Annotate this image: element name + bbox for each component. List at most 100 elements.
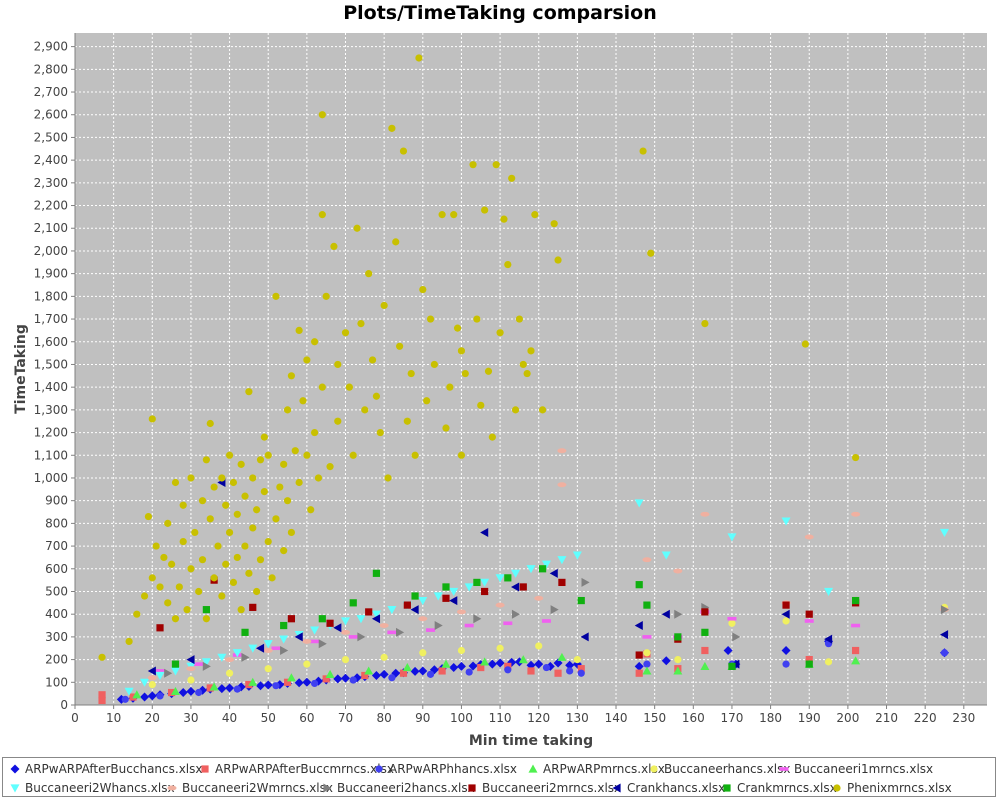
data-point — [411, 592, 419, 600]
data-point — [248, 677, 258, 686]
data-point — [477, 401, 485, 409]
data-point — [341, 629, 351, 635]
data-point — [407, 369, 415, 378]
y-axis-ticks: 0 100 200 300 400 500 600 700 800 900 1,000 1,100 1,… — [34, 40, 75, 712]
data-point — [519, 360, 527, 369]
y-tick-label: 2,400 — [34, 153, 68, 167]
data-point — [364, 666, 374, 675]
data-point — [410, 666, 420, 676]
data-point — [554, 669, 562, 677]
data-point — [674, 633, 682, 641]
data-point — [186, 686, 196, 696]
data-point — [318, 211, 326, 219]
x-tick-label: 30 — [183, 711, 198, 725]
data-point — [538, 565, 547, 573]
data-point — [376, 428, 384, 437]
data-point — [852, 646, 860, 655]
data-point — [939, 528, 949, 537]
data-point — [581, 577, 590, 587]
y-tick-label: 700 — [45, 539, 68, 553]
data-point — [280, 460, 288, 468]
data-point — [700, 511, 710, 517]
data-point — [295, 478, 303, 487]
y-tick-label: 1,100 — [34, 448, 68, 462]
data-point — [557, 448, 567, 454]
data-point — [457, 347, 466, 355]
data-point — [237, 460, 245, 468]
data-point — [152, 542, 160, 550]
data-point — [473, 578, 481, 587]
data-point — [419, 649, 427, 657]
data-point — [804, 534, 814, 540]
data-point — [496, 644, 504, 652]
data-point — [249, 603, 257, 611]
legend-marker — [201, 765, 209, 773]
data-point — [643, 649, 651, 657]
data-point — [206, 684, 214, 692]
data-point — [222, 560, 230, 568]
data-point — [531, 211, 539, 219]
data-point — [473, 315, 481, 323]
data-point — [577, 665, 585, 673]
data-point — [272, 292, 280, 300]
data-point — [518, 655, 528, 664]
grid-lines — [75, 33, 987, 705]
x-tick-label: 120 — [527, 711, 550, 725]
data-point — [341, 655, 350, 664]
data-point — [577, 596, 585, 605]
data-point — [361, 671, 369, 680]
legend-marker — [167, 785, 177, 791]
x-tick-label: 110 — [489, 711, 512, 725]
data-point — [294, 632, 303, 642]
data-point — [453, 324, 462, 332]
data-point — [504, 666, 512, 674]
data-point — [456, 609, 466, 615]
data-point — [202, 606, 210, 614]
data-point — [333, 623, 342, 633]
data-point — [124, 687, 134, 696]
data-point — [387, 606, 397, 615]
data-point — [125, 637, 133, 646]
legend-row: Buccaneeri2Whancs.xlsx Buccaneeri2Wmrncs.… — [3, 779, 995, 797]
x-tick-label: 210 — [875, 711, 898, 725]
data-point — [264, 665, 272, 673]
data-point — [461, 369, 469, 378]
data-point — [580, 632, 589, 642]
data-point — [642, 635, 652, 639]
data-point — [728, 619, 736, 627]
data-point — [201, 658, 211, 667]
data-point — [801, 340, 809, 348]
data-point — [264, 537, 272, 546]
x-tick-label: 0 — [71, 711, 79, 725]
data-point — [541, 560, 551, 569]
data-point — [264, 451, 272, 459]
data-point — [538, 406, 547, 414]
legend-marker — [323, 783, 332, 793]
data-point — [253, 587, 261, 596]
data-point — [245, 388, 253, 396]
data-point — [673, 666, 683, 675]
data-point — [426, 670, 435, 678]
data-point — [256, 556, 265, 564]
legend-marker — [779, 767, 789, 771]
data-point — [396, 342, 404, 350]
data-point — [272, 682, 280, 690]
data-point — [202, 615, 210, 623]
data-point — [804, 619, 814, 623]
data-point — [674, 609, 683, 619]
data-point — [147, 666, 156, 676]
x-tick-label: 140 — [605, 711, 628, 725]
x-tick-label: 220 — [914, 711, 937, 725]
data-point — [851, 623, 861, 628]
y-tick-label: 2,100 — [34, 221, 68, 235]
data-point — [147, 691, 157, 701]
x-tick-label: 160 — [682, 711, 705, 725]
data-point — [303, 451, 311, 459]
data-point — [379, 669, 389, 679]
legend-label: ARPwARPAfterBuccmrncs.xlsx — [215, 762, 394, 776]
data-point — [132, 690, 142, 699]
data-point — [371, 610, 381, 619]
y-tick-label: 500 — [45, 584, 68, 598]
data-point — [418, 596, 428, 606]
data-point — [805, 610, 813, 618]
